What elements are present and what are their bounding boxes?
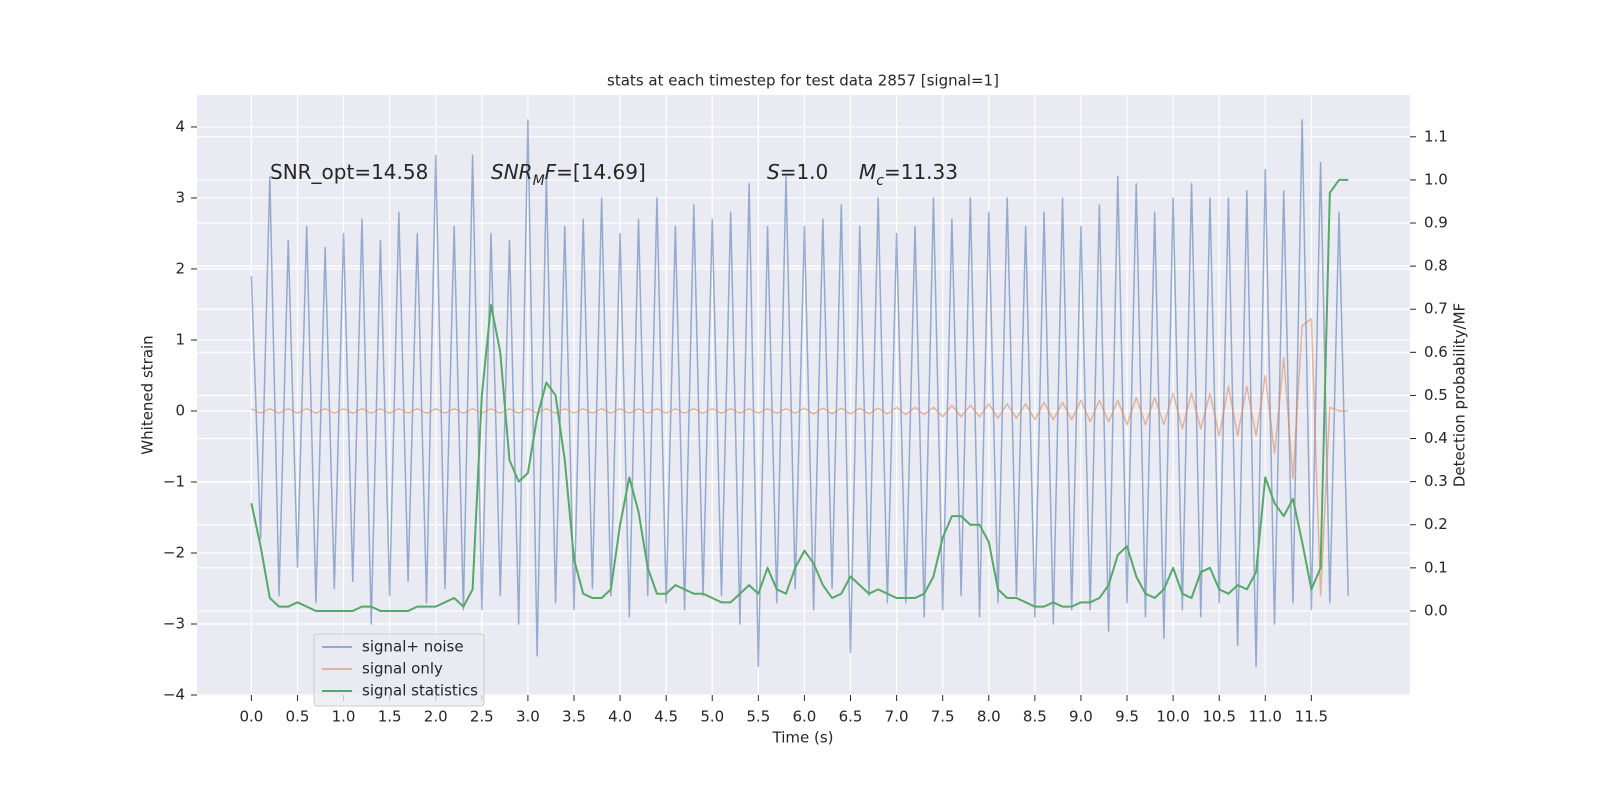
legend-box <box>313 633 485 707</box>
x-tick-label: 10.5 <box>1202 708 1235 726</box>
y2-tick-label: 1.0 <box>1424 170 1448 188</box>
annotation: S=1.0 <box>767 160 828 184</box>
marks <box>250 119 1349 668</box>
y2-axis-label: Detection probability/MF <box>1451 303 1469 487</box>
x-tick-label: 9.5 <box>1115 708 1139 726</box>
legend-label: signal only <box>362 660 443 678</box>
x-tick-label: 4.0 <box>608 708 632 726</box>
y-axis-label: Whitened strain <box>139 335 157 454</box>
y2-tick-label: 0.5 <box>1424 386 1448 404</box>
y2-tick-label: 0.9 <box>1424 214 1448 232</box>
y2-tick-label: 0.7 <box>1424 300 1448 318</box>
legend-label: signal statistics <box>362 682 478 700</box>
x-tick-label: 11.0 <box>1249 708 1282 726</box>
x-tick-label: 0.5 <box>286 708 310 726</box>
labels: 0.0 0.5 1.0 1.5 2.0 2.5 3.0 3.5 4.0 4.5 5.0 5.5 6.0 6… <box>163 117 1448 725</box>
y2-tick-label: 0.6 <box>1424 343 1448 361</box>
x-tick-label: 0.0 <box>239 708 263 726</box>
series-line <box>250 119 1349 668</box>
x-tick-label: 1.0 <box>332 708 356 726</box>
y2-tick-label: 0.0 <box>1424 601 1448 619</box>
x-tick-label: 2.5 <box>470 708 494 726</box>
x-tick-label: 5.0 <box>700 708 724 726</box>
x-tick-label: 9.0 <box>1069 708 1093 726</box>
annotation-part: S <box>767 160 780 184</box>
x-tick-label: 5.5 <box>746 708 770 726</box>
series-line <box>250 178 1349 612</box>
y2-tick-label: 0.2 <box>1424 515 1448 533</box>
y-tick-label: 4 <box>175 117 185 135</box>
legend-label: signal+ noise <box>362 638 464 656</box>
x-tick-label: 6.0 <box>792 708 816 726</box>
y-tick-label: −3 <box>163 614 185 632</box>
y-tick-label: 2 <box>175 259 185 277</box>
x-tick-label: 10.0 <box>1156 708 1189 726</box>
legend: signal+ noise signal only signal statistic… <box>313 633 485 707</box>
y-tick-label: 1 <box>175 330 185 348</box>
annotation-part: =11.33 <box>884 160 958 184</box>
annotation-part: M <box>859 160 876 184</box>
x-tick-label: 8.5 <box>1023 708 1047 726</box>
annotation-part: c <box>876 173 884 189</box>
annotation-part: SNR_opt=14.58 <box>270 160 428 184</box>
annotation-part: =1.0 <box>780 160 829 184</box>
y2-tick-label: 1.1 <box>1424 127 1448 145</box>
x-tick-label: 3.5 <box>562 708 586 726</box>
y2-tick-label: 0.3 <box>1424 472 1448 490</box>
x-tick-label: 11.5 <box>1295 708 1328 726</box>
y-tick-label: −1 <box>163 472 185 490</box>
y-tick-label: −2 <box>163 543 185 561</box>
x-axis-label: Time (s) <box>772 729 834 747</box>
annotation-part: M <box>533 173 545 189</box>
series-line <box>251 317 1349 597</box>
annotation: Mc=11.33 <box>859 160 958 190</box>
y2-tick-label: 0.1 <box>1424 558 1448 576</box>
y-tick-label: 0 <box>175 401 185 419</box>
x-tick-label: 1.5 <box>378 708 402 726</box>
y2-tick-label: 0.8 <box>1424 257 1448 275</box>
x-tick-label: 2.0 <box>424 708 448 726</box>
x-tick-label: 7.0 <box>885 708 909 726</box>
annotation: SNRMF=[14.69] <box>491 160 646 190</box>
x-tick-label: 4.5 <box>654 708 678 726</box>
annotation-part: F <box>545 160 557 184</box>
annotation-part: =[14.69] <box>556 160 646 184</box>
y-tick-label: 3 <box>175 188 185 206</box>
annotation-part: SNR <box>491 160 533 184</box>
chart-title: stats at each timestep for test data 285… <box>607 72 999 90</box>
x-tick-label: 8.0 <box>977 708 1001 726</box>
x-tick-label: 6.5 <box>839 708 863 726</box>
y2-tick-label: 0.4 <box>1424 429 1448 447</box>
annotation: SNR_opt=14.58 <box>270 160 428 184</box>
x-tick-label: 3.0 <box>516 708 540 726</box>
x-tick-label: 7.5 <box>931 708 955 726</box>
y-tick-label: −4 <box>163 686 185 704</box>
